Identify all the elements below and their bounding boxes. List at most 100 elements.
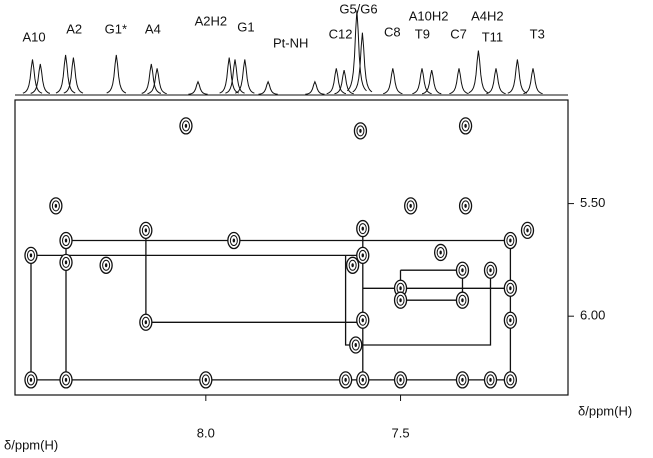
contour-ring: [102, 259, 111, 271]
contour-core: [526, 228, 529, 233]
contour-core: [361, 377, 364, 382]
contour-ring: [356, 125, 365, 137]
contour-ring: [358, 374, 367, 386]
peak-label: G1*: [105, 21, 127, 36]
x-tick-label: 7.5: [392, 425, 410, 440]
trace-peak: [63, 57, 84, 94]
contour-ring: [351, 339, 360, 351]
contour-core: [144, 320, 148, 325]
contour-ring: [406, 200, 415, 212]
contour-core: [64, 238, 68, 243]
contour-ring: [51, 200, 60, 212]
trace-peak: [346, 10, 367, 92]
contour-core: [464, 123, 467, 128]
trace-peak: [55, 54, 76, 94]
trace-peak: [326, 68, 347, 95]
peak-label: A2H2: [195, 13, 228, 28]
contour-core: [509, 286, 512, 291]
trace-peak: [22, 59, 43, 94]
contour-ring: [458, 374, 467, 386]
trace-peak: [30, 63, 51, 94]
contour-core: [361, 226, 364, 231]
contour-ring: [62, 256, 71, 268]
peak-label: A4H2: [471, 8, 504, 23]
peak-label: G1: [237, 19, 254, 34]
contour-core: [509, 377, 512, 382]
trace-peak: [225, 59, 245, 94]
contour-core: [399, 298, 402, 303]
trace-peak: [449, 68, 469, 95]
contour-core: [184, 123, 188, 128]
contour-core: [64, 260, 68, 265]
trace-peak: [106, 54, 127, 94]
contour-ring: [141, 316, 150, 328]
trace-peak: [258, 80, 278, 95]
trace-peak: [305, 80, 325, 95]
contour-core: [204, 377, 208, 382]
peak-label: G5/G6: [339, 1, 377, 16]
contour-ring: [181, 120, 190, 132]
peak-label: A10: [23, 29, 46, 44]
contour-core: [361, 318, 364, 323]
contour-ring: [486, 264, 495, 276]
peak-label: C7: [450, 26, 467, 41]
contour-ring: [348, 259, 357, 271]
contour-core: [464, 203, 467, 208]
contour-ring: [506, 314, 515, 326]
trace-peak: [468, 50, 489, 94]
contour-core: [29, 253, 33, 258]
contour-core: [54, 203, 58, 208]
contour-ring: [141, 224, 150, 236]
contour-ring: [396, 374, 405, 386]
contour-core: [359, 128, 362, 133]
contour-ring: [62, 374, 71, 386]
peak-label: A2: [66, 21, 82, 36]
peak-label: T9: [415, 26, 430, 41]
contour-core: [361, 253, 364, 258]
y-axis-label: δ/ppm(H): [578, 403, 632, 418]
contour-core: [461, 268, 464, 273]
trace-peak: [412, 68, 432, 95]
trace-peak: [523, 68, 543, 95]
contour-core: [489, 377, 492, 382]
contour-core: [509, 238, 512, 243]
contour-ring: [523, 224, 532, 236]
peak-label: C12: [329, 26, 353, 41]
contour-core: [461, 377, 464, 382]
x-axis-label: δ/ppm(H): [4, 437, 58, 452]
contour-ring: [461, 200, 470, 212]
trace-peak: [334, 69, 354, 95]
peak-label: Pt-NH: [273, 35, 308, 50]
trace-peak: [219, 57, 239, 94]
contour-core: [64, 377, 68, 382]
y-tick-label: 6.00: [580, 308, 605, 323]
contour-ring: [486, 374, 495, 386]
y-tick-label: 5.50: [580, 195, 605, 210]
plot-frame: [14, 99, 569, 396]
trace-peak: [507, 59, 528, 94]
contour-core: [461, 298, 464, 303]
trace-peak: [383, 68, 403, 95]
peak-label: A10H2: [409, 8, 449, 23]
contour-ring: [358, 223, 367, 235]
contour-core: [439, 250, 442, 255]
contour-core: [409, 203, 412, 208]
contour-ring: [461, 120, 470, 132]
contour-ring: [62, 235, 71, 247]
contour-core: [104, 263, 108, 268]
contour-ring: [229, 235, 238, 247]
contour-ring: [358, 249, 367, 261]
contour-core: [489, 268, 492, 273]
contour-core: [354, 343, 357, 348]
contour-core: [399, 286, 402, 291]
trace-peak: [235, 59, 255, 94]
contour-core: [351, 263, 354, 268]
contour-ring: [436, 246, 445, 258]
contour-ring: [506, 374, 515, 386]
peak-label: A4: [145, 21, 161, 36]
contour-ring: [201, 374, 210, 386]
contour-ring: [458, 294, 467, 306]
contour-core: [29, 377, 33, 382]
contour-ring: [506, 235, 515, 247]
